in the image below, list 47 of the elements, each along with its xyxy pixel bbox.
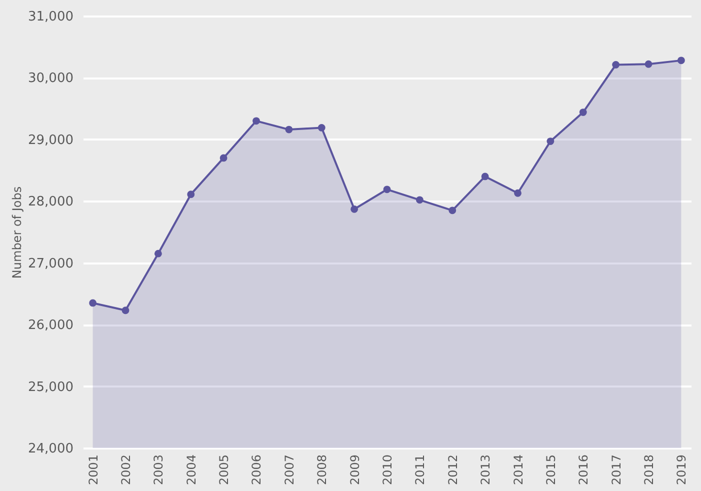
x-tick-label: 2011	[413, 454, 428, 486]
x-tick-label: 2019	[674, 454, 689, 486]
point	[318, 124, 326, 132]
point	[481, 172, 489, 180]
point	[644, 60, 652, 68]
point	[579, 108, 587, 116]
y-tick-label: 25,000	[28, 380, 74, 395]
y-tick-label: 27,000	[28, 256, 74, 272]
x-tick-label: 2016	[576, 454, 591, 486]
x-tick-label: 2012	[446, 454, 460, 486]
y-tick-label: 26,000	[28, 318, 74, 334]
x-tick-label: 2006	[250, 454, 264, 486]
point	[546, 138, 554, 145]
point	[220, 154, 228, 162]
x-tick-label: 2004	[184, 454, 198, 486]
point	[154, 250, 162, 258]
x-tick-label: 2009	[348, 454, 362, 486]
x-tick-label: 2014	[511, 454, 526, 486]
point	[350, 205, 358, 213]
x-tick-label: 2002	[118, 454, 133, 486]
x-tick-label: 2005	[217, 454, 232, 486]
x-tick-label: 2018	[642, 454, 656, 486]
x-tick-label: 2017	[609, 454, 624, 486]
point	[383, 186, 391, 194]
x-tick-label: 2007	[282, 454, 296, 486]
y-tick-label: 31,000	[28, 10, 74, 24]
y-tick-label: 24,000	[28, 442, 74, 456]
point	[514, 189, 522, 197]
x-tick-label: 2003	[152, 454, 166, 486]
y-tick-label: 29,000	[28, 132, 74, 148]
point	[285, 126, 293, 134]
point	[187, 190, 195, 198]
y-tick-label: 30,000	[28, 71, 74, 86]
x-tick-label: 2010	[380, 454, 394, 486]
x-tick-label: 2008	[315, 454, 330, 486]
point	[416, 196, 424, 204]
point	[122, 306, 130, 314]
y-axis-title: Number of Jobs	[10, 186, 24, 279]
x-tick-label: 2001	[86, 454, 100, 486]
point	[612, 61, 620, 68]
y-tick-label: 28,000	[28, 194, 74, 210]
point	[252, 117, 260, 125]
x-tick-label: 2013	[478, 454, 493, 486]
point	[677, 56, 685, 64]
point	[89, 299, 97, 307]
x-tick-label: 2015	[544, 454, 558, 486]
point	[448, 206, 456, 214]
